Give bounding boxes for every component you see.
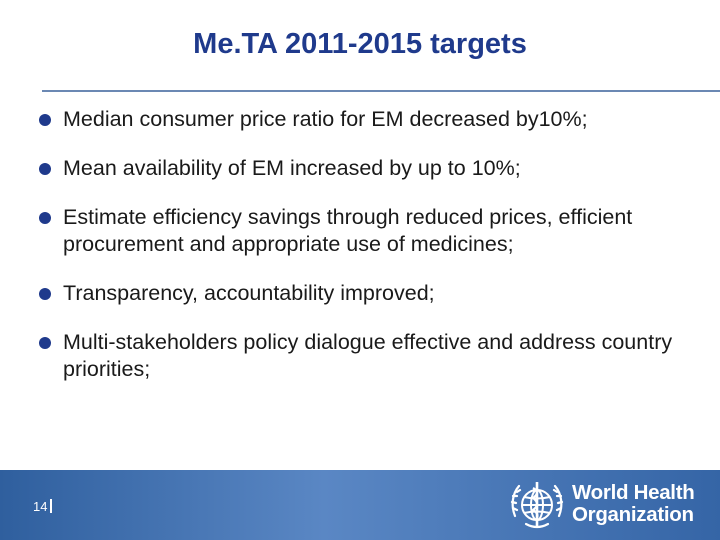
footer-bar: 14 World Health Organization <box>0 470 720 540</box>
who-emblem-icon <box>510 482 564 529</box>
bullet-dot-icon <box>39 163 51 175</box>
bullet-text: Estimate efficiency savings through redu… <box>63 205 633 256</box>
bullet-item: Median consumer price ratio for EM decre… <box>38 106 698 133</box>
slide-title: Me.TA 2011-2015 targets <box>193 28 527 60</box>
who-logo-line1: World Health <box>572 481 695 504</box>
bullet-text: Mean availability of EM increased by up … <box>63 156 521 180</box>
bullet-item: Multi-stakeholders policy dialogue effec… <box>38 329 698 383</box>
title-divider <box>42 90 720 92</box>
who-logo-line2: Organization <box>572 503 694 526</box>
bullet-text: Multi-stakeholders policy dialogue effec… <box>63 330 673 381</box>
bullet-dot-icon <box>39 337 51 349</box>
bullet-text: Median consumer price ratio for EM decre… <box>63 107 588 131</box>
bullet-dot-icon <box>39 288 51 300</box>
bullet-dot-icon <box>39 114 51 126</box>
bullet-item: Transparency, accountability improved; <box>38 280 698 307</box>
bullet-item: Mean availability of EM increased by up … <box>38 155 698 182</box>
bullet-list: Median consumer price ratio for EM decre… <box>38 106 698 405</box>
page-number: 14 <box>33 499 48 514</box>
bullet-item: Estimate efficiency savings through redu… <box>38 204 698 258</box>
bullet-dot-icon <box>39 212 51 224</box>
who-logo-text: World Health Organization <box>572 482 712 526</box>
page-number-separator <box>50 499 52 513</box>
bullet-text: Transparency, accountability improved; <box>63 281 435 305</box>
